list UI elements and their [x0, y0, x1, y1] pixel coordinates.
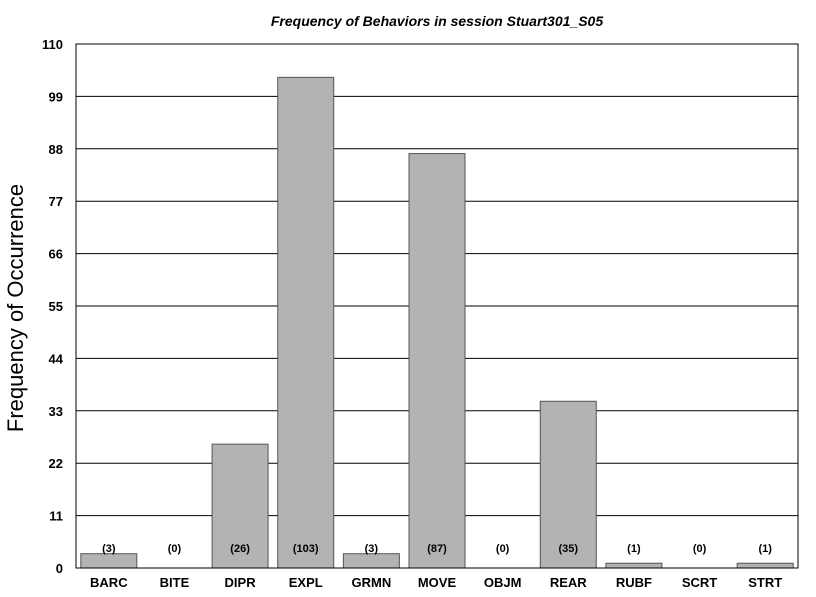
y-tick-label: 55: [49, 299, 63, 314]
bars: [80, 76, 794, 569]
data-label: (0): [168, 543, 182, 555]
bar-barc: [80, 553, 138, 569]
data-label: (3): [102, 543, 116, 555]
x-tick-label: MOVE: [418, 575, 457, 590]
y-tick-label: 33: [49, 404, 63, 419]
data-label: (87): [427, 543, 447, 555]
y-tick-label: 0: [56, 561, 63, 576]
y-tick-label: 88: [49, 142, 63, 157]
bar-rubf: [605, 562, 663, 569]
x-tick-label: GRMN: [352, 575, 392, 590]
y-tick-label: 11: [49, 509, 63, 524]
bar-grmn: [342, 553, 400, 569]
data-label: (0): [496, 543, 510, 555]
x-tick-labels: BARC BITE DIPR EXPL GRMN MOVE OBJM REAR RUBF SCRT…: [90, 575, 782, 590]
data-label: (35): [558, 543, 578, 555]
x-tick-label: STRT: [748, 575, 782, 590]
y-tick-labels: 0 11 22 33 44 55 66 77 88 99 110: [42, 37, 64, 576]
y-tick-label: 99: [49, 89, 63, 104]
x-tick-label: BITE: [160, 575, 190, 590]
y-tick-label: 66: [49, 247, 63, 262]
bar-expl: [277, 76, 335, 569]
x-tick-label: OBJM: [484, 575, 522, 590]
data-label: (1): [627, 543, 641, 555]
plot-frame: [75, 43, 799, 569]
data-label: (26): [230, 543, 250, 555]
x-tick-label: SCRT: [682, 575, 717, 590]
data-label: (1): [758, 543, 772, 555]
x-tick-label: RUBF: [616, 575, 652, 590]
y-tick-label: 110: [42, 37, 63, 52]
y-tick-label: 22: [49, 456, 63, 471]
x-tick-label: DIPR: [225, 575, 257, 590]
y-axis-label: Frequency of Occurrence: [3, 184, 28, 432]
bar-dipr: [211, 443, 269, 569]
data-label: (0): [693, 543, 707, 555]
data-labels: (3) (0) (26) (103) (3) (87) (0) (35) (1) (0) (1): [102, 543, 772, 555]
bar-strt: [736, 562, 794, 569]
data-label: (103): [293, 543, 319, 555]
x-tick-label: BARC: [90, 575, 128, 590]
x-tick-label: EXPL: [289, 575, 323, 590]
y-tick-label: 44: [49, 351, 64, 366]
y-tick-label: 77: [49, 194, 63, 209]
chart-title: Frequency of Behaviors in session Stuart…: [271, 13, 603, 29]
bar-move: [408, 153, 466, 569]
data-label: (3): [365, 543, 379, 555]
x-tick-label: REAR: [550, 575, 587, 590]
